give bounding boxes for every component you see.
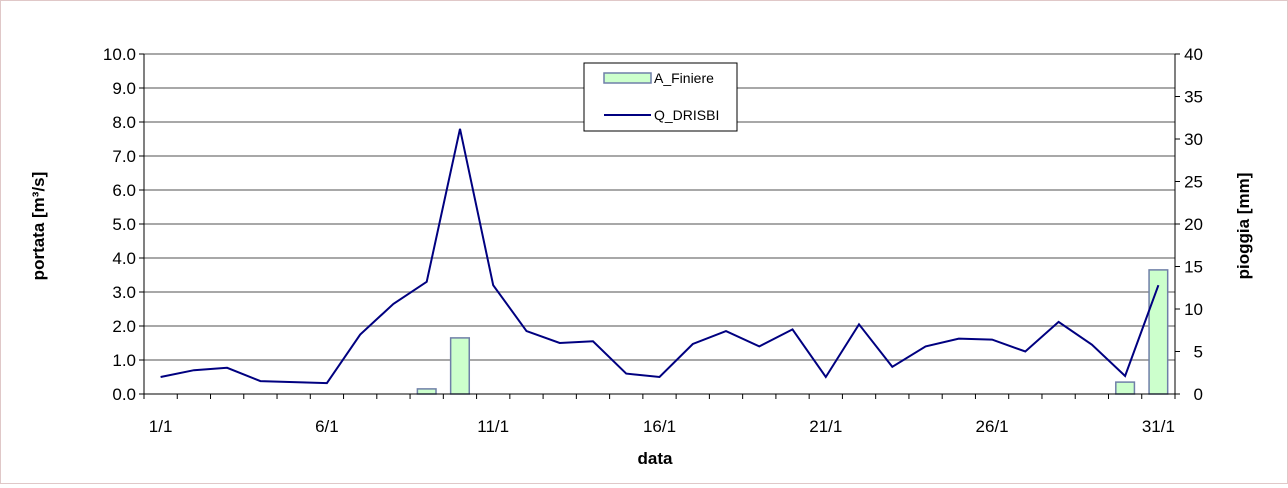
line-series — [160, 128, 1160, 385]
rain-bar — [1148, 269, 1169, 395]
legend-label-bar: A_Finiere — [654, 70, 714, 86]
right-tick-label: 30 — [1184, 130, 1203, 149]
left-axis-title: portata [m³/s] — [29, 172, 48, 281]
x-tick-label: 6/1 — [315, 417, 339, 436]
x-tick-label: 1/1 — [149, 417, 173, 436]
axes — [139, 53, 1180, 399]
right-tick-label: 40 — [1184, 45, 1203, 64]
left-tick-label: 3.0 — [112, 283, 136, 302]
x-tick-label: 26/1 — [976, 417, 1009, 436]
left-tick-label: 7.0 — [112, 147, 136, 166]
left-tick-label: 5.0 — [112, 215, 136, 234]
legend-swatch-bar — [603, 72, 652, 84]
right-tick-label: 15 — [1184, 258, 1203, 277]
left-tick-label: 10.0 — [103, 45, 136, 64]
rain-bar — [416, 388, 437, 395]
left-tick-label: 2.0 — [112, 317, 136, 336]
right-tick-label: 20 — [1184, 215, 1203, 234]
x-axis-title: data — [638, 449, 674, 468]
legend: A_Finiere Q_DRISBI — [583, 62, 738, 132]
left-tick-label: 8.0 — [112, 113, 136, 132]
rain-bar — [1115, 381, 1136, 395]
left-tick-label: 4.0 — [112, 249, 136, 268]
left-tick-label: 9.0 — [112, 79, 136, 98]
discharge-line — [160, 128, 1160, 385]
right-tick-labels: 0 5 10 15 20 25 30 35 40 — [1184, 45, 1203, 404]
left-tick-label: 6.0 — [112, 181, 136, 200]
right-axis-title: pioggia [mm] — [1234, 173, 1253, 280]
x-tick-label: 11/1 — [477, 417, 509, 436]
right-tick-label: 25 — [1184, 173, 1203, 192]
rain-bar — [449, 337, 471, 395]
left-tick-label: 1.0 — [112, 351, 136, 370]
x-tick-label: 16/1 — [643, 417, 676, 436]
x-tick-labels: 1/1 6/1 11/1 16/1 21/1 26/1 31/1 — [149, 417, 1175, 436]
right-tick-label: 5 — [1194, 343, 1203, 362]
legend-label-line: Q_DRISBI — [654, 107, 719, 123]
right-tick-label: 10 — [1184, 300, 1203, 319]
right-tick-label: 0 — [1194, 385, 1203, 404]
left-tick-label: 0.0 — [112, 385, 136, 404]
x-tick-label: 31/1 — [1142, 417, 1175, 436]
right-tick-label: 35 — [1184, 88, 1203, 107]
x-tick-label: 21/1 — [809, 417, 842, 436]
bar-series — [416, 269, 1169, 395]
left-tick-labels: 0.0 1.0 2.0 3.0 4.0 5.0 6.0 7.0 8.0 9.0 10.0 — [103, 45, 136, 404]
